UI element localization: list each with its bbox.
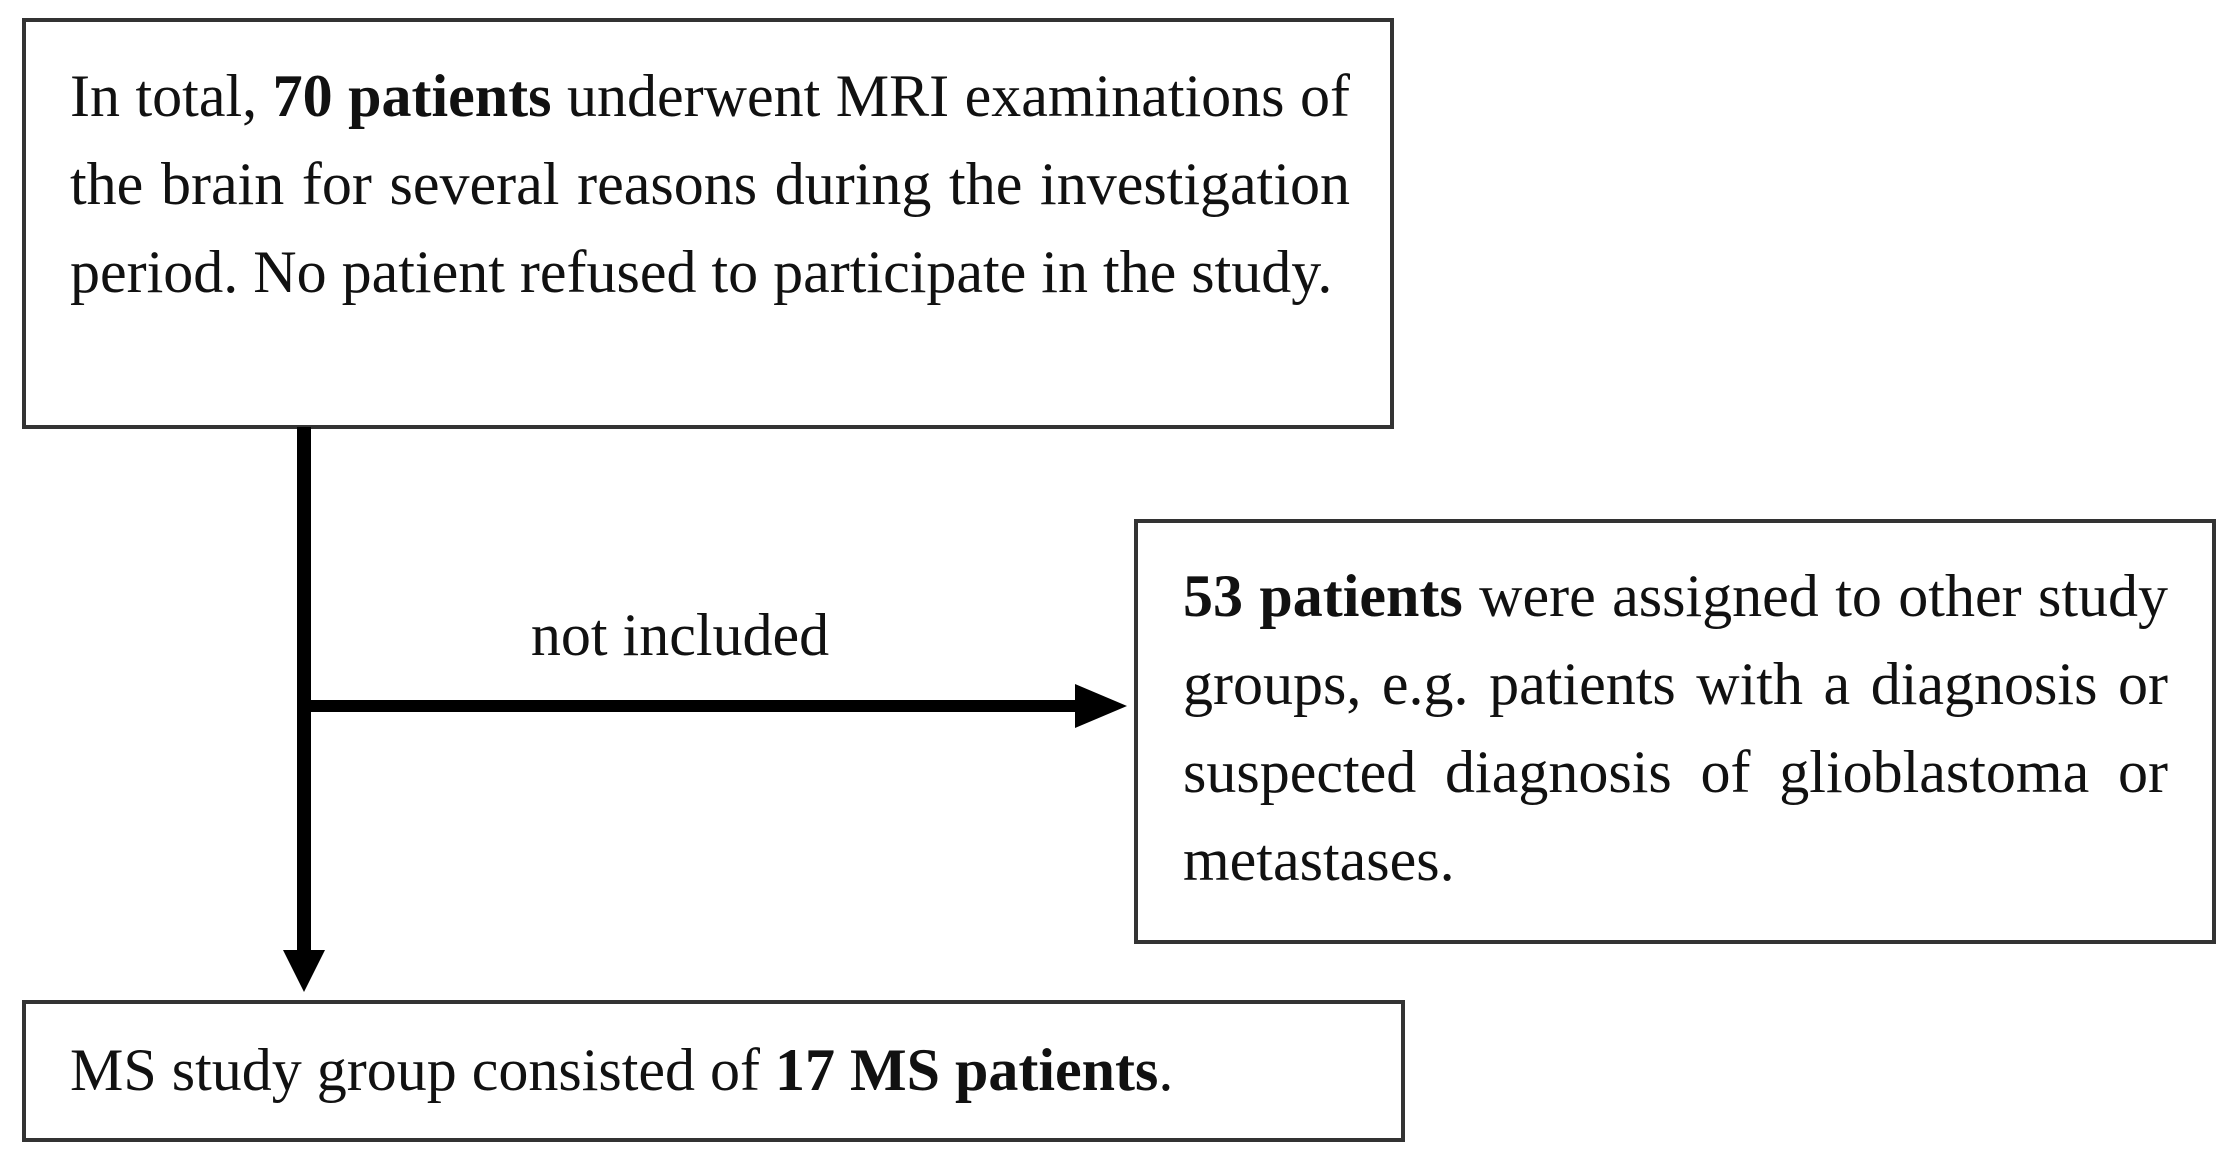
bold-text: 17 MS patients [775,1037,1159,1103]
box [1134,519,2216,944]
arrowhead [1075,684,1127,728]
bold-text: 70 patients [272,63,552,129]
box [22,18,1394,429]
text: . [1158,1037,1174,1103]
text: MS study group consisted of [70,1037,775,1103]
bold-text: 53 patients [1183,563,1463,629]
box [22,1000,1405,1142]
text: underwent MRI examinations of the brain … [70,63,1351,305]
node-text: 53 patients were assigned to other study… [1183,552,2168,904]
edge-label: not included [530,602,830,668]
node-text: In total, 70 patients underwent MRI exam… [70,52,1350,316]
text: were assigned to other study groups, e.g… [1183,563,2168,893]
text: In total, [70,63,273,129]
node-text: MS study group consisted of 17 MS patien… [70,1026,1390,1114]
arrowhead [283,950,325,992]
